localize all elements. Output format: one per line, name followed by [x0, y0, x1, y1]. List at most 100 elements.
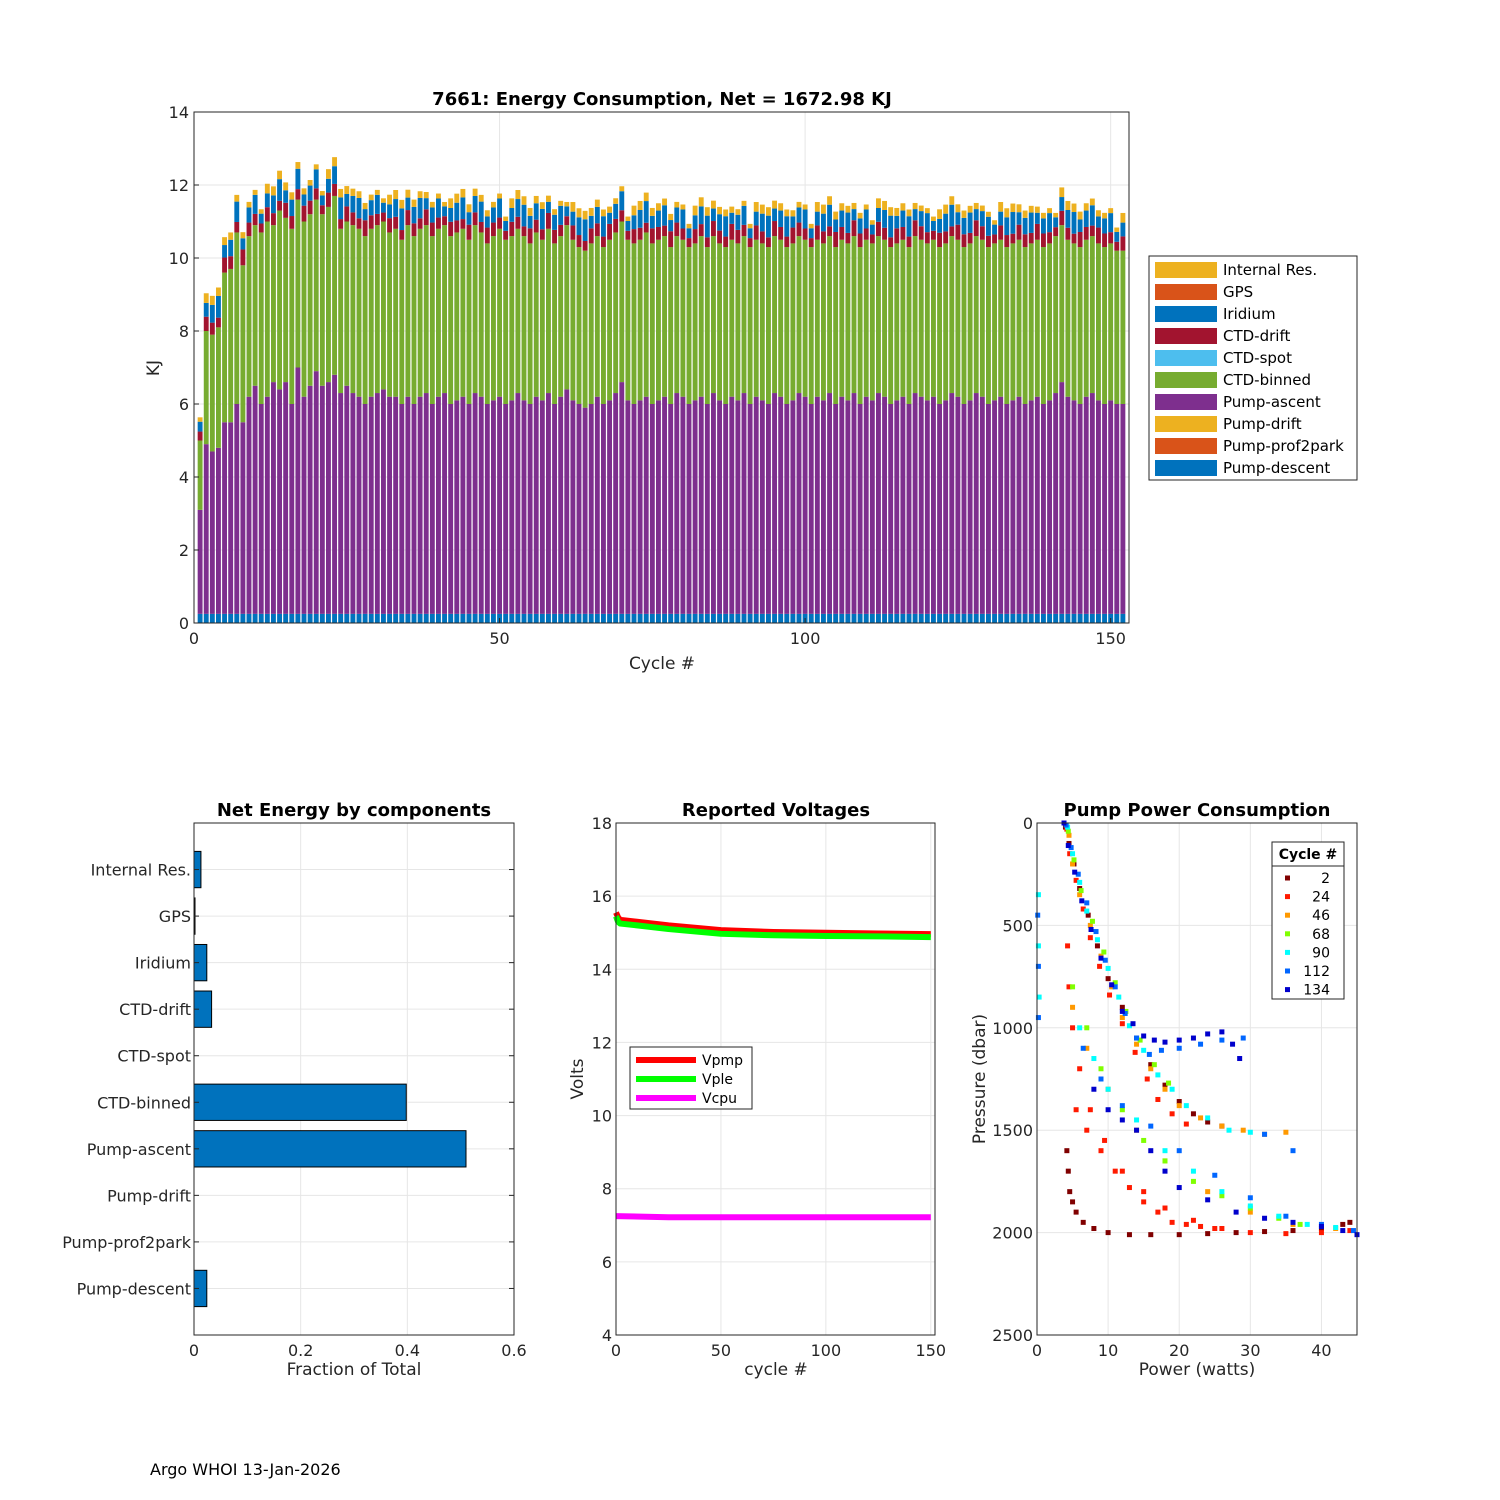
- bar-segment-internal-res: [1077, 211, 1083, 220]
- pump-scatter-point: [1205, 1031, 1211, 1037]
- bar-segment-pump-descent: [686, 613, 692, 623]
- component-bar: [193, 1083, 407, 1121]
- bar-segment-pump-ascent: [552, 404, 557, 614]
- bar-segment-pump-ascent: [307, 385, 313, 614]
- energy-y-tick-label: 12: [169, 176, 189, 195]
- bar-segment-ctd-binned: [521, 236, 527, 401]
- pump-power-chart: 0 10 20 30 40 0 500 1000 1500 2000 2500 Pump Power…: [970, 800, 1360, 1380]
- bar-segment-ctd-binned: [955, 239, 961, 397]
- bar-segment-ctd-binned: [1083, 239, 1089, 397]
- pump-scatter-point: [1148, 1062, 1154, 1068]
- pump-scatter-point: [1240, 1127, 1246, 1133]
- bar-segment-pump-ascent: [460, 396, 466, 614]
- pump-y-tick-label: 1000: [992, 1019, 1033, 1038]
- pump-legend: Cycle # 2 24 46 68 90 112 134: [1271, 841, 1345, 1000]
- bar-segment-pump-ascent: [625, 400, 631, 614]
- bar-segment-pump-descent: [484, 613, 490, 623]
- bar-segment-iridium: [332, 166, 337, 184]
- bar-segment-ctd-binned: [1028, 243, 1034, 401]
- bar-segment-pump-descent: [399, 613, 405, 623]
- bar-segment-pump-ascent: [894, 400, 900, 614]
- pump-scatter-point: [1035, 1015, 1041, 1021]
- bar-segment-ctd-drift: [802, 228, 808, 240]
- bar-segment-ctd-drift: [405, 210, 411, 226]
- components-y-tick-label: CTD-spot: [117, 1047, 191, 1066]
- energy-x-tick-label: 150: [1095, 629, 1126, 648]
- bar-segment-ctd-binned: [711, 236, 716, 394]
- energy-legend-swatch: [1155, 262, 1217, 278]
- bar-segment-internal-res: [698, 197, 704, 207]
- pump-scatter-point: [1065, 1168, 1071, 1174]
- components-xlabel: Fraction of Total: [287, 1360, 422, 1380]
- pump-scatter-point: [1101, 949, 1107, 955]
- bar-segment-pump-ascent: [405, 396, 411, 614]
- bar-segment-pump-ascent: [277, 389, 282, 614]
- bar-segment-iridium: [613, 203, 619, 219]
- bar-segment-iridium: [784, 216, 790, 237]
- bar-segment-iridium: [894, 215, 900, 229]
- bar-segment-internal-res: [857, 212, 863, 219]
- bar-segment-iridium: [717, 214, 722, 231]
- bar-segment-ctd-drift: [393, 216, 399, 229]
- pump-scatter-point: [1107, 992, 1113, 998]
- pump-scatter-point: [1158, 1047, 1164, 1053]
- bar-segment-internal-res: [1028, 205, 1034, 213]
- bar-segment-iridium: [264, 193, 270, 208]
- bar-segment-pump-ascent: [961, 404, 967, 614]
- energy-x-tick-label: 0: [189, 629, 199, 648]
- bar-segment-ctd-drift: [723, 236, 729, 248]
- bar-segment-ctd-drift: [1065, 227, 1071, 240]
- pump-scatter-point: [1070, 984, 1076, 990]
- bar-segment-ctd-drift: [759, 231, 765, 244]
- voltages-xlabel: cycle #: [744, 1360, 808, 1380]
- pump-scatter-point: [1176, 1045, 1182, 1051]
- bar-segment-internal-res: [839, 203, 845, 211]
- bar-segment-iridium: [931, 220, 936, 231]
- bar-segment-pump-ascent: [472, 393, 478, 614]
- bar-segment-pump-ascent: [704, 404, 710, 614]
- bar-segment-ctd-drift: [992, 234, 997, 244]
- bar-segment-pump-ascent: [912, 393, 918, 614]
- bar-segment-ctd-binned: [356, 228, 362, 397]
- pump-scatter-point: [1065, 943, 1071, 949]
- bar-segment-ctd-binned: [992, 243, 997, 401]
- bar-segment-ctd-binned: [399, 239, 405, 404]
- bar-segment-internal-res: [307, 179, 313, 186]
- bar-segment-internal-res: [1053, 212, 1059, 218]
- bar-segment-ctd-drift: [374, 213, 380, 226]
- bar-segment-iridium: [937, 218, 942, 233]
- bar-segment-ctd-binned: [277, 210, 282, 390]
- bar-segment-ctd-binned: [533, 232, 539, 397]
- pump-scatter-point: [1240, 1035, 1246, 1041]
- bar-segment-pump-descent: [264, 613, 270, 623]
- bar-segment-pump-ascent: [350, 393, 356, 614]
- pump-xlabel: Power (watts): [1139, 1360, 1256, 1380]
- bar-segment-ctd-binned: [368, 228, 374, 397]
- bar-segment-pump-ascent: [1004, 404, 1010, 614]
- bar-segment-pump-ascent: [491, 400, 496, 614]
- bar-segment-ctd-drift: [313, 188, 319, 200]
- bar-segment-ctd-drift: [753, 225, 759, 240]
- bar-segment-ctd-binned: [515, 228, 521, 394]
- bar-segment-pump-descent: [906, 613, 912, 623]
- pump-scatter-point: [1112, 1168, 1118, 1174]
- bar-segment-pump-ascent: [882, 396, 887, 614]
- bar-segment-internal-res: [417, 191, 423, 198]
- bar-segment-pump-ascent: [1053, 393, 1059, 614]
- bar-segment-internal-res: [924, 208, 930, 214]
- bar-segment-ctd-drift: [986, 235, 991, 248]
- pump-scatter-point: [1183, 1121, 1189, 1127]
- bar-segment-ctd-drift: [588, 228, 594, 244]
- bar-segment-ctd-binned: [924, 243, 930, 401]
- bar-segment-pump-ascent: [790, 400, 796, 614]
- bar-segment-ctd-drift: [747, 238, 753, 248]
- bar-segment-ctd-drift: [643, 222, 649, 233]
- bar-segment-pump-ascent: [808, 404, 814, 614]
- bar-segment-pump-descent: [295, 613, 301, 623]
- bar-segment-ctd-binned: [209, 334, 215, 452]
- pump-title: Pump Power Consumption: [1064, 800, 1331, 821]
- pump-scatter-point: [1072, 869, 1078, 875]
- bar-segment-pump-descent: [924, 613, 930, 623]
- bar-segment-pump-descent: [918, 613, 924, 623]
- pump-scatter-point: [1169, 1219, 1175, 1225]
